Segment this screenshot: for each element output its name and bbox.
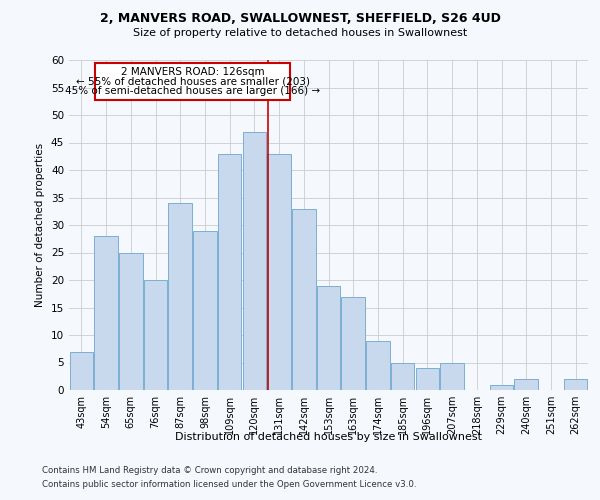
Text: Size of property relative to detached houses in Swallownest: Size of property relative to detached ho… <box>133 28 467 38</box>
Bar <box>440 362 464 390</box>
Bar <box>490 384 513 390</box>
Bar <box>292 208 316 390</box>
Bar <box>144 280 167 390</box>
Text: Contains public sector information licensed under the Open Government Licence v3: Contains public sector information licen… <box>42 480 416 489</box>
Bar <box>366 340 389 390</box>
Text: 45% of semi-detached houses are larger (166) →: 45% of semi-detached houses are larger (… <box>65 86 320 96</box>
Text: Contains HM Land Registry data © Crown copyright and database right 2024.: Contains HM Land Registry data © Crown c… <box>42 466 377 475</box>
Y-axis label: Number of detached properties: Number of detached properties <box>35 143 46 307</box>
Bar <box>564 379 587 390</box>
Text: Distribution of detached houses by size in Swallownest: Distribution of detached houses by size … <box>175 432 482 442</box>
Bar <box>70 352 93 390</box>
Bar <box>193 230 217 390</box>
Bar <box>317 286 340 390</box>
Bar <box>169 203 192 390</box>
Bar <box>341 296 365 390</box>
Bar <box>391 362 415 390</box>
Bar <box>416 368 439 390</box>
Bar <box>268 154 291 390</box>
Bar <box>95 62 290 100</box>
Text: 2, MANVERS ROAD, SWALLOWNEST, SHEFFIELD, S26 4UD: 2, MANVERS ROAD, SWALLOWNEST, SHEFFIELD,… <box>100 12 500 26</box>
Bar <box>242 132 266 390</box>
Text: 2 MANVERS ROAD: 126sqm: 2 MANVERS ROAD: 126sqm <box>121 67 265 77</box>
Bar <box>218 154 241 390</box>
Text: ← 55% of detached houses are smaller (203): ← 55% of detached houses are smaller (20… <box>76 76 310 86</box>
Bar <box>514 379 538 390</box>
Bar <box>94 236 118 390</box>
Bar <box>119 252 143 390</box>
